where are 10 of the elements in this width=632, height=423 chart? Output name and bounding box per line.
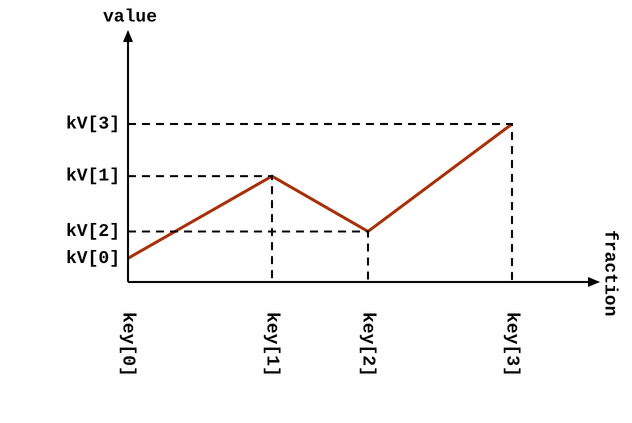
text: fraction [599, 230, 620, 316]
x-tick-label: key[0] [117, 312, 138, 377]
text: kV[0] [66, 248, 120, 269]
x-tick-label: key[3] [501, 312, 522, 377]
x-tick-label: key[1] [261, 312, 282, 377]
text: kV[2] [66, 222, 120, 242]
text: kV[1] [66, 166, 120, 187]
text: kV[3] [66, 114, 120, 135]
text: value [102, 8, 158, 28]
x-tick-label: key[2] [357, 312, 378, 377]
